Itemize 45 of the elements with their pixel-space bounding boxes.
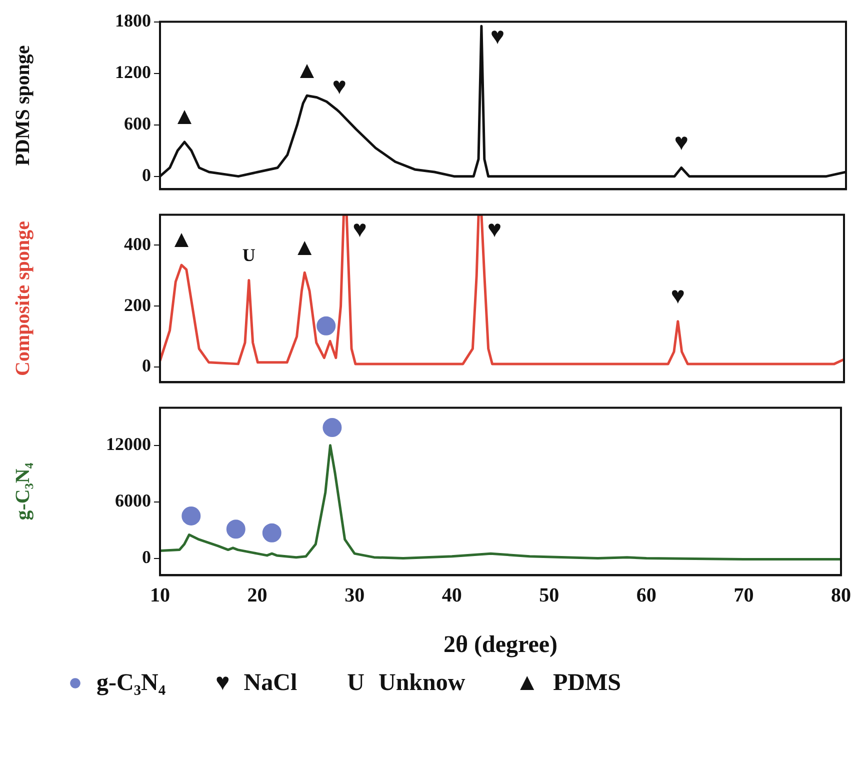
y-tick-label: 0	[142, 356, 151, 376]
annotation: ♥	[674, 130, 688, 156]
x-tick-label: 70	[734, 584, 754, 606]
y-tick-label: 1800	[115, 10, 151, 30]
x-tick-label: 80	[831, 584, 851, 606]
text: g-C₃N₄	[96, 670, 166, 697]
x-axis-title: 2θ (degree)	[443, 632, 558, 658]
x-tick-label: 30	[344, 584, 365, 606]
y-tick-label: 6000	[115, 490, 151, 510]
x-tick-label: 10	[150, 584, 170, 606]
y-axis-title: Composite sponge	[12, 220, 34, 376]
annotation: U	[242, 244, 256, 265]
y-tick-label: 0	[142, 164, 151, 185]
text: ▲	[515, 670, 539, 697]
annotation: ▲	[170, 227, 194, 254]
y-tick-label: 400	[124, 234, 151, 254]
text: NaCl	[244, 670, 298, 697]
y-tick-label: 12000	[106, 434, 151, 454]
text: ●	[68, 670, 82, 697]
y-tick-label: 0	[142, 546, 151, 567]
annotation: ♥	[352, 217, 367, 244]
y-tick-label: 200	[124, 294, 151, 315]
annotation: ▲	[292, 234, 316, 261]
x-tick-label: 60	[636, 584, 656, 606]
annotation: ▲	[172, 104, 196, 130]
text: U	[347, 670, 364, 697]
text: PDMS	[552, 670, 621, 697]
annotation: ▲	[295, 58, 319, 84]
point	[322, 418, 342, 438]
x-tick-label: 50	[539, 584, 560, 606]
point	[182, 506, 201, 526]
y-tick-label: 1200	[115, 62, 151, 82]
annotation: ♥	[490, 24, 505, 50]
x-tick-label: 40	[442, 584, 462, 606]
text: Unknow	[378, 670, 466, 697]
text: ♥	[216, 670, 230, 697]
annotation: ♥	[670, 284, 686, 310]
x-tick-label: 20	[247, 584, 268, 606]
annotation: ♥	[487, 217, 502, 244]
y-axis-title: PDMS sponge	[12, 45, 34, 166]
point	[262, 523, 282, 542]
y-axis-title: g-C₃N₄	[12, 462, 34, 520]
point	[226, 520, 246, 539]
y-tick-label: 600	[124, 113, 151, 134]
annotation: ♥	[332, 74, 346, 100]
